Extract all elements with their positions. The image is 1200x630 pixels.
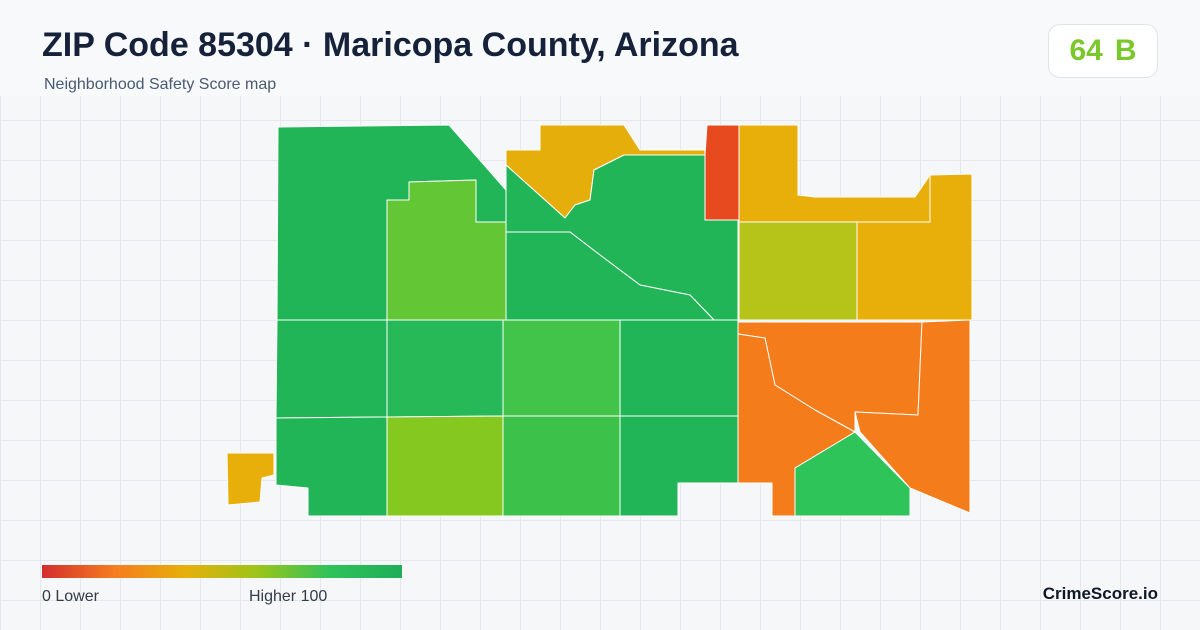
map-region-south-3[interactable] [502,415,621,517]
map-region-east-mid-right[interactable] [854,319,971,514]
map-region-northeast-right[interactable] [856,173,973,321]
map-region-northeast-mid[interactable] [738,221,858,321]
map-region-mid-3[interactable] [502,319,621,417]
score-value: 64 [1069,34,1103,67]
brand-logo-text[interactable]: CrimeScore.io [1042,584,1158,603]
map-region-south-1[interactable] [275,416,388,517]
map-region-northeast-top[interactable] [738,124,931,223]
legend-low-label: 0 Lower [42,588,99,605]
map-region-south-4[interactable] [619,415,739,517]
map-region-sw-tab[interactable] [226,452,275,506]
map-region-mid-4[interactable] [619,319,739,417]
map-region-mid-1[interactable] [275,319,388,419]
legend-high-label: Higher 100 [249,588,328,605]
map-region-south-2[interactable] [386,415,504,517]
score-grade: B [1114,34,1137,67]
header-band [0,0,1200,96]
map-region-north-strip[interactable] [704,124,740,221]
map-region-mid-2[interactable] [386,319,504,418]
page-subtitle: Neighborhood Safety Score map [44,76,277,93]
page-title: ZIP Code 85304 · Maricopa County, Arizon… [42,26,739,64]
score-badge: 64 B [1048,24,1158,78]
map-region-south-east-green[interactable] [794,431,911,517]
legend-color-scale [42,565,402,578]
